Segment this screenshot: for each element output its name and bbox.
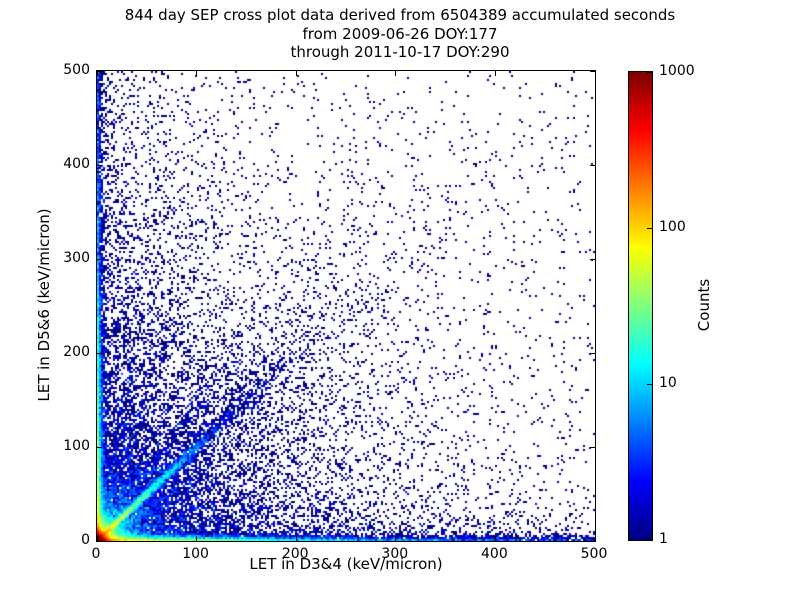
x-tick-label: 500 — [580, 546, 608, 562]
colorbar-tick-mark — [647, 227, 652, 229]
x-tick-mark — [196, 71, 198, 76]
y-tick-mark — [590, 70, 595, 72]
x-tick-mark — [196, 536, 198, 541]
y-tick-mark — [97, 446, 102, 448]
scatter-density-canvas — [97, 71, 595, 541]
y-tick-mark — [97, 352, 102, 354]
y-tick-label: 100 — [63, 438, 90, 454]
x-tick-label: 400 — [481, 546, 508, 562]
y-tick-mark — [590, 164, 595, 166]
x-axis-label: LET in D3&4 (keV/micron) — [249, 555, 443, 573]
y-tick-label: 400 — [63, 156, 90, 172]
x-tick-mark — [594, 536, 596, 541]
x-tick-label: 0 — [91, 546, 101, 562]
x-tick-label: 200 — [281, 546, 309, 562]
chart-title-line-1: 844 day SEP cross plot data derived from… — [124, 6, 676, 24]
x-tick-label: 300 — [381, 546, 409, 562]
y-tick-label: 300 — [63, 250, 90, 266]
x-tick-mark — [395, 71, 397, 76]
x-tick-label: 100 — [182, 546, 209, 562]
y-tick-mark — [590, 352, 595, 354]
colorbar-tick-label: 10 — [659, 375, 677, 391]
y-tick-mark — [590, 446, 595, 448]
chart-title-line-2: from 2009-06-26 DOY:177 — [302, 25, 498, 43]
y-tick-mark — [97, 164, 102, 166]
y-axis-label: LET in D5&6 (keV/micron) — [35, 208, 53, 402]
y-tick-label: 200 — [63, 344, 90, 360]
x-tick-mark — [96, 536, 98, 541]
colorbar-tick-mark — [647, 538, 652, 540]
x-tick-mark — [494, 71, 496, 76]
x-tick-mark — [494, 536, 496, 541]
y-tick-mark — [590, 540, 595, 542]
colorbar-tick-label: 1 — [659, 531, 668, 547]
y-tick-mark — [97, 258, 102, 260]
y-tick-mark — [590, 258, 595, 260]
x-tick-mark — [96, 71, 98, 76]
y-tick-mark — [97, 540, 102, 542]
colorbar-axis-label: Counts — [695, 278, 713, 332]
x-tick-mark — [594, 71, 596, 76]
y-tick-mark — [97, 70, 102, 72]
plot-area — [96, 70, 596, 542]
colorbar-tick-label: 100 — [659, 219, 686, 235]
y-tick-label: 0 — [81, 532, 90, 548]
x-tick-mark — [295, 536, 297, 541]
colorbar — [628, 71, 653, 541]
colorbar-tick-mark — [647, 72, 652, 73]
chart-title-line-3: through 2011-10-17 DOY:290 — [290, 43, 510, 61]
y-tick-label: 500 — [63, 62, 90, 78]
x-tick-mark — [295, 71, 297, 76]
colorbar-gradient-canvas — [629, 72, 652, 540]
colorbar-tick-mark — [647, 383, 652, 385]
colorbar-tick-label: 1000 — [659, 63, 695, 79]
x-tick-mark — [395, 536, 397, 541]
